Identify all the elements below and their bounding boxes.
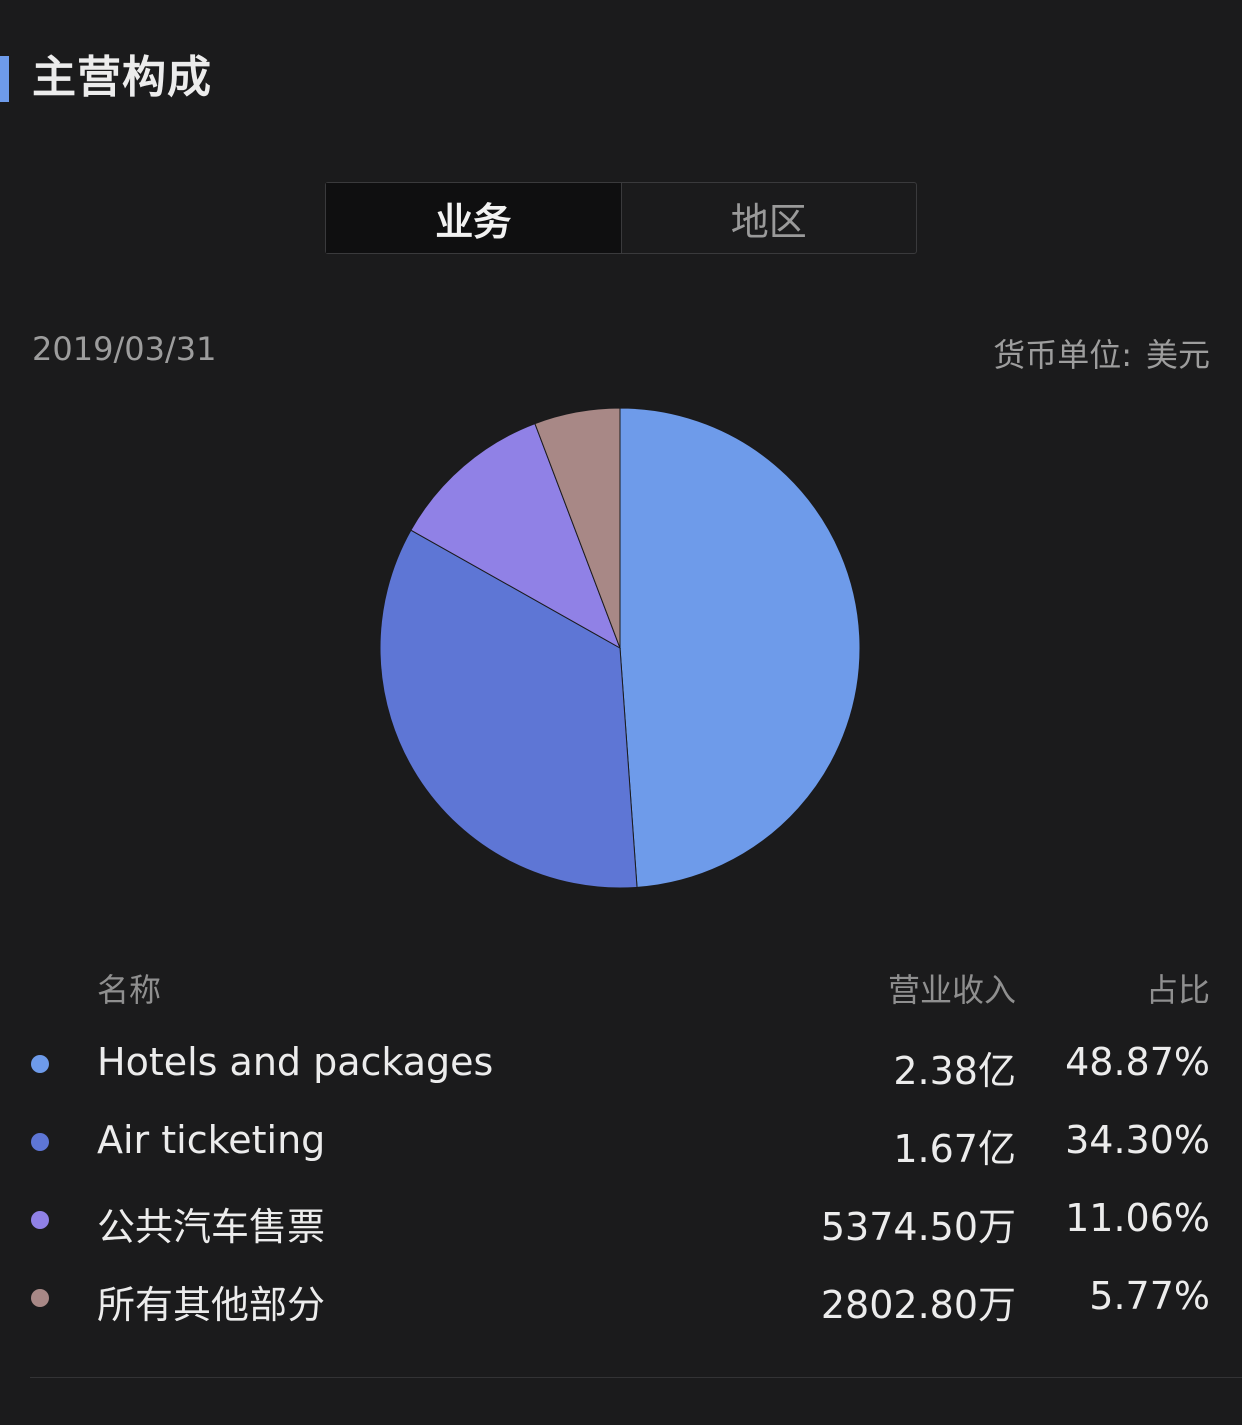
table-row[interactable]: Air ticketing 1.67亿 34.30% bbox=[0, 1114, 1242, 1171]
currency-value: 美元 bbox=[1145, 336, 1210, 374]
row-name: Hotels and packages bbox=[97, 1040, 494, 1084]
tab-region[interactable]: 地区 bbox=[730, 199, 807, 244]
header-name: 名称 bbox=[97, 971, 162, 1009]
pie-slice[interactable] bbox=[619, 407, 861, 888]
table-row[interactable]: Hotels and packages 2.38亿 48.87% bbox=[0, 1036, 1242, 1093]
row-revenue: 2.38亿 bbox=[893, 1049, 1016, 1093]
row-name: 所有其他部分 bbox=[97, 1283, 326, 1327]
pie-slice[interactable] bbox=[534, 407, 621, 649]
report-date: 2019/03/31 bbox=[32, 330, 217, 368]
currency-unit: 货币单位: 美元 bbox=[993, 330, 1210, 376]
segment-control: 业务 地区 bbox=[325, 182, 917, 254]
row-revenue: 2802.80万 bbox=[820, 1283, 1016, 1327]
tab-business[interactable]: 业务 bbox=[326, 183, 621, 253]
section-header: 主营构成 bbox=[0, 52, 600, 104]
legend-dot bbox=[31, 1133, 49, 1151]
table-header: 名称 营业收入 占比 bbox=[0, 965, 1242, 1009]
row-name: Air ticketing bbox=[97, 1118, 326, 1162]
segment-divider bbox=[620, 183, 622, 253]
section-title: 主营构成 bbox=[32, 52, 212, 103]
bottom-divider bbox=[30, 1377, 1242, 1378]
pie-chart bbox=[379, 407, 861, 889]
pie-slice[interactable] bbox=[410, 422, 621, 650]
header-revenue: 营业收入 bbox=[887, 971, 1016, 1009]
row-percent: 34.30% bbox=[1065, 1118, 1210, 1162]
legend-dot bbox=[31, 1055, 49, 1073]
row-revenue: 5374.50万 bbox=[820, 1205, 1016, 1249]
row-percent: 11.06% bbox=[1065, 1196, 1210, 1240]
pie-slice[interactable] bbox=[379, 529, 638, 889]
section-accent-bar bbox=[0, 56, 9, 102]
header-percent: 占比 bbox=[1145, 971, 1210, 1009]
row-revenue: 1.67亿 bbox=[893, 1127, 1016, 1171]
table-row[interactable]: 公共汽车售票 5374.50万 11.06% bbox=[0, 1192, 1242, 1249]
legend-dot bbox=[31, 1211, 49, 1229]
row-percent: 48.87% bbox=[1065, 1040, 1210, 1084]
legend-dot bbox=[31, 1289, 49, 1307]
row-percent: 5.77% bbox=[1089, 1274, 1210, 1318]
currency-label: 货币单位: bbox=[993, 336, 1132, 374]
table-row[interactable]: 所有其他部分 2802.80万 5.77% bbox=[0, 1270, 1242, 1327]
row-name: 公共汽车售票 bbox=[97, 1205, 326, 1249]
